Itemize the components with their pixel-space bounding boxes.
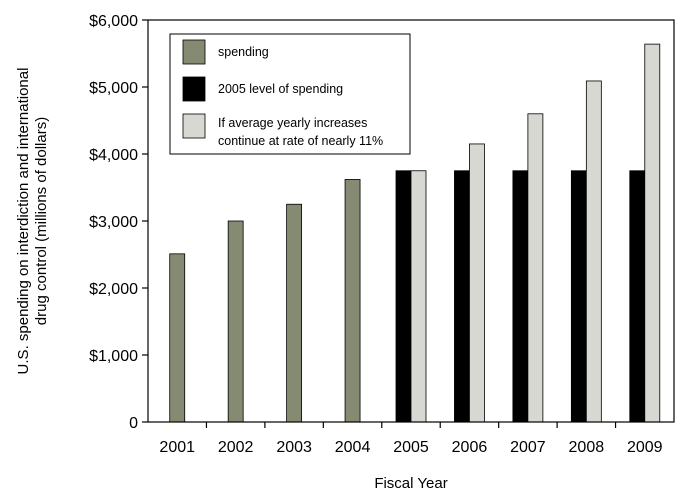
x-tick-label: 2009 xyxy=(627,439,663,456)
bar-2007-series-3 xyxy=(527,113,544,423)
legend-label-spending: spending xyxy=(218,45,269,59)
x-tick-label: 2007 xyxy=(510,439,546,456)
y-tick-label: $3,000 xyxy=(89,214,138,231)
bar-2002-series-1 xyxy=(227,220,244,423)
bar-2004-series-1 xyxy=(344,179,361,423)
bar-2008-series-3 xyxy=(585,80,602,423)
y-tick-label: $6,000 xyxy=(89,13,138,30)
bar-2007-series-2 xyxy=(512,170,529,423)
x-axis-ticks: 2001 2002 2003 2004 2005 2006 2007 2008 2009 xyxy=(159,422,663,456)
y-tick-label: $5,000 xyxy=(89,80,138,97)
y-axis-title-line-1: U.S. spending on interdiction and intern… xyxy=(15,68,32,375)
y-tick-label: $1,000 xyxy=(89,348,138,365)
bar-2009-series-3 xyxy=(644,43,661,423)
bar-2006-series-3 xyxy=(469,143,485,423)
legend-label-projection-line-1: If average yearly increases xyxy=(218,116,367,130)
y-axis-title: U.S. spending on interdiction and intern… xyxy=(15,68,50,375)
legend-swatch-2005-level xyxy=(182,76,206,102)
legend-label-projection-line-2: continue at rate of nearly 11% xyxy=(218,134,383,148)
x-tick-label: 2005 xyxy=(393,439,429,456)
legend-swatch-spending xyxy=(182,39,206,65)
x-tick-label: 2002 xyxy=(218,439,254,456)
bar-2009-series-2 xyxy=(629,170,646,423)
bar-2005-series-2 xyxy=(395,170,412,423)
x-tick-label: 2006 xyxy=(452,439,488,456)
x-tick-label: 2004 xyxy=(335,439,371,456)
legend-label-2005-level: 2005 level of spending xyxy=(218,82,343,96)
y-tick-label: $2,000 xyxy=(89,281,138,298)
legend: spending 2005 level of spending If avera… xyxy=(169,33,411,155)
legend-swatch-projection xyxy=(182,113,206,139)
x-tick-label: 2008 xyxy=(569,439,605,456)
bar-2008-series-2 xyxy=(570,170,587,423)
bar-2005-series-3 xyxy=(410,170,427,423)
bar-2001-series-1 xyxy=(169,253,186,423)
x-axis-title: Fiscal Year xyxy=(374,475,447,492)
y-tick-label: $4,000 xyxy=(89,147,138,164)
y-tick-label: 0 xyxy=(129,415,138,432)
bar-2003-series-1 xyxy=(286,203,303,423)
y-axis-ticks: 0 $1,000 $2,000 $3,000 $4,000 $5,000 $6,000 xyxy=(89,13,148,432)
legend-box xyxy=(169,33,411,155)
bars-group xyxy=(169,43,661,423)
x-tick-label: 2001 xyxy=(159,439,195,456)
bar-2006-series-2 xyxy=(454,170,470,423)
x-tick-label: 2003 xyxy=(276,439,312,456)
y-axis-title-line-2: drug control (millions of dollars) xyxy=(33,117,50,325)
